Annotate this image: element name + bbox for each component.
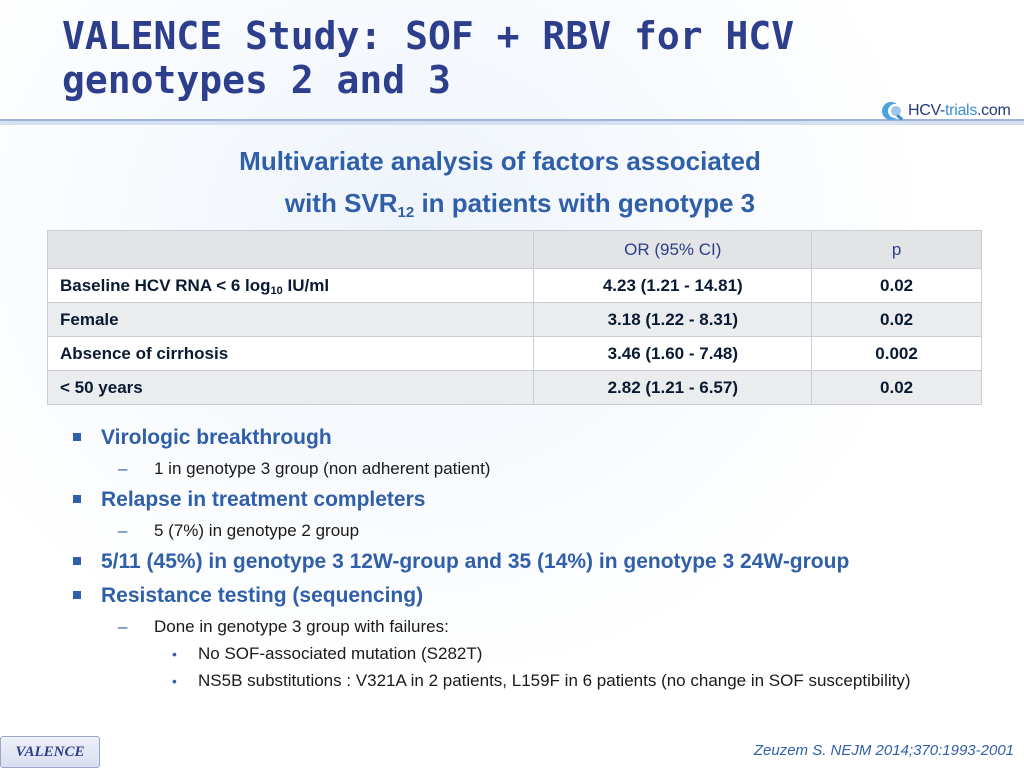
caption-line-2: with SVR12 in patients with genotype 3 (284, 188, 756, 221)
table-header-row: OR (95% CI) p (46, 230, 982, 269)
row-or: 2.82 (1.21 - 6.57) (533, 370, 813, 405)
row-label: Female (46, 302, 535, 337)
findings-list: Virologic breakthrough –1 in genotype 3 … (70, 424, 970, 692)
sub-bullet: – Done in genotype 3 group with failures: (118, 617, 449, 636)
logo-text-trials: trials (945, 102, 978, 119)
header-factor (46, 230, 535, 269)
row-p: 0.002 (811, 336, 982, 371)
sub-sub-bullet: • NS5B substitutions : V321A in 2 patient… (172, 671, 911, 690)
bullet-virologic-breakthrough: Virologic breakthrough (70, 424, 970, 452)
bullet-square-icon (73, 495, 81, 503)
row-or: 3.46 (1.60 - 7.48) (533, 336, 813, 371)
slide-title: VALENCE Study: SOF + RBV for HCV genotyp… (62, 14, 862, 102)
bullet-square-icon (73, 433, 81, 441)
table-row: < 50 years 2.82 (1.21 - 6.57) 0.02 (46, 370, 982, 405)
row-p: 0.02 (811, 268, 982, 303)
title-line-1: VALENCE Study: SOF + RBV for HCV (62, 14, 795, 58)
row-label: Baseline HCV RNA < 6 log10 IU/ml (46, 268, 535, 303)
header-or: OR (95% CI) (533, 230, 813, 269)
dash-icon: – (118, 617, 128, 636)
sub-bullet: –1 in genotype 3 group (non adherent pat… (118, 459, 491, 478)
hcv-trials-logo: HCV-trials.com (880, 98, 1011, 124)
header-p: p (811, 230, 982, 269)
row-or: 4.23 (1.21 - 14.81) (533, 268, 813, 303)
bullet-resistance-testing: Resistance testing (sequencing) (70, 582, 970, 610)
bullet-square-icon (73, 591, 81, 599)
dash-icon: – (118, 521, 128, 540)
logo-text-com: .com (977, 102, 1011, 119)
dot-icon: • (172, 673, 177, 689)
row-label: < 50 years (46, 370, 535, 405)
row-p: 0.02 (811, 302, 982, 337)
caption-line-1: Multivariate analysis of factors associa… (239, 146, 761, 176)
citation: Zeuzem S. NEJM 2014;370:1993-2001 (753, 742, 1014, 759)
dash-icon: – (118, 459, 128, 478)
sub-bullet: –5 (7%) in genotype 2 group (118, 521, 360, 540)
row-label: Absence of cirrhosis (46, 336, 535, 371)
sub-sub-bullet: • No SOF-associated mutation (S282T) (172, 644, 483, 663)
bullet-relapse: Relapse in treatment completers (70, 486, 970, 514)
row-or: 3.18 (1.22 - 8.31) (533, 302, 813, 337)
bullet-relapse-rates: 5/11 (45%) in genotype 3 12W-group and 3… (70, 548, 970, 576)
study-badge: VALENCE (0, 736, 100, 768)
dot-icon: • (172, 646, 177, 662)
multivariate-table: OR (95% CI) p Baseline HCV RNA < 6 log10… (46, 230, 982, 405)
table-row: Female 3.18 (1.22 - 8.31) 0.02 (46, 302, 982, 337)
table-caption: Multivariate analysis of factors associa… (150, 140, 850, 224)
table-row: Baseline HCV RNA < 6 log10 IU/ml 4.23 (1… (46, 268, 982, 303)
hcv-trials-logo-icon (880, 98, 906, 124)
title-line-2: genotypes 2 and 3 (62, 58, 451, 102)
bullet-square-icon (73, 557, 81, 565)
logo-text-hcv: HCV- (908, 102, 946, 119)
header-divider (0, 119, 1024, 125)
table-row: Absence of cirrhosis 3.46 (1.60 - 7.48) … (46, 336, 982, 371)
row-p: 0.02 (811, 370, 982, 405)
